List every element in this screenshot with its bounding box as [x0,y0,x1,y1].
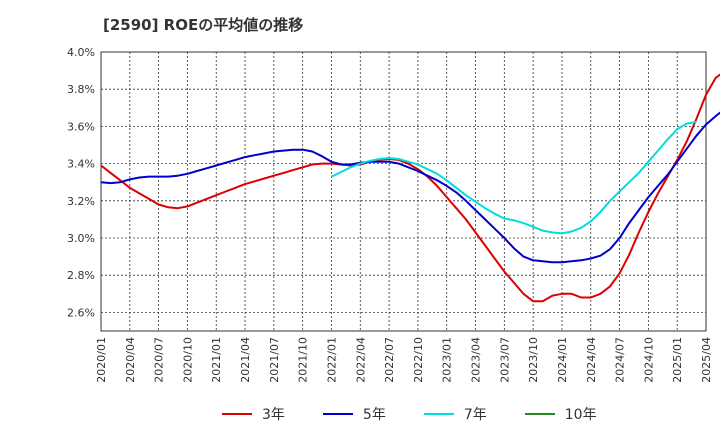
x-tick-label: 2022/01 [325,337,338,383]
x-tick-label: 2022/07 [383,337,396,383]
x-tick-label: 2023/10 [527,337,540,383]
x-tick-label: 2024/01 [556,337,569,383]
x-tick-label: 2020/01 [95,337,108,383]
series-line-2 [331,120,697,235]
x-tick-label: 2021/04 [239,337,252,383]
legend-swatch [222,413,252,415]
legend-swatch [423,413,454,415]
y-axis-ticks: 2.6% 2.8% 3.0% 3.2% 3.4% 3.6% 3.8% 4.0% [67,46,95,319]
x-tick-label: 2024/07 [614,337,627,383]
x-tick-label: 2020/10 [181,337,194,383]
series-line-0 [100,73,720,303]
x-tick-label: 2024/04 [585,337,598,383]
legend: 3年 5年 7年 10年 [222,403,635,425]
x-tick-label: 2025/01 [671,337,684,383]
x-tick-label: 2024/10 [642,337,655,383]
legend-label: 3年 [262,407,285,423]
legend-swatch [524,413,555,415]
legend-swatch [322,413,353,415]
x-tick-label: 2023/01 [441,337,454,383]
x-tick-label: 2021/10 [297,337,310,383]
y-tick-label: 2.6% [67,306,95,319]
x-tick-label: 2025/04 [700,337,713,383]
grid-lines [100,51,707,331]
legend-label: 7年 [463,407,487,423]
x-tick-label: 2023/04 [470,337,483,383]
y-tick-label: 3.8% [67,83,95,96]
legend-item: 3年 [222,404,285,424]
series-line-1 [100,111,720,264]
legend-item: 7年 [423,404,487,424]
series-lines [100,73,720,303]
x-tick-label: 2022/04 [354,337,367,383]
y-tick-label: 4.0% [67,46,95,59]
y-tick-label: 3.6% [67,120,95,133]
x-axis-ticks: 2020/01 2020/04 2020/07 2020/10 2021/01 2021/… [95,337,713,383]
plot-area-frame [100,51,707,332]
x-tick-label: 2021/07 [268,337,281,383]
y-tick-label: 2.8% [67,269,95,282]
y-tick-label: 3.2% [67,195,95,208]
x-tick-label: 2020/04 [124,337,137,383]
legend-label: 10年 [564,407,597,423]
x-tick-label: 2023/07 [498,337,511,383]
legend-item: 10年 [524,404,597,424]
y-tick-label: 3.4% [67,158,95,171]
legend-item: 5年 [322,404,386,424]
x-tick-label: 2022/10 [412,337,425,383]
x-tick-label: 2021/01 [210,337,223,383]
y-tick-label: 3.0% [67,232,95,245]
chart-title: [2590] ROEの平均値の推移 [103,16,304,34]
x-tick-label: 2020/07 [153,337,166,383]
legend-label: 5年 [362,407,386,423]
